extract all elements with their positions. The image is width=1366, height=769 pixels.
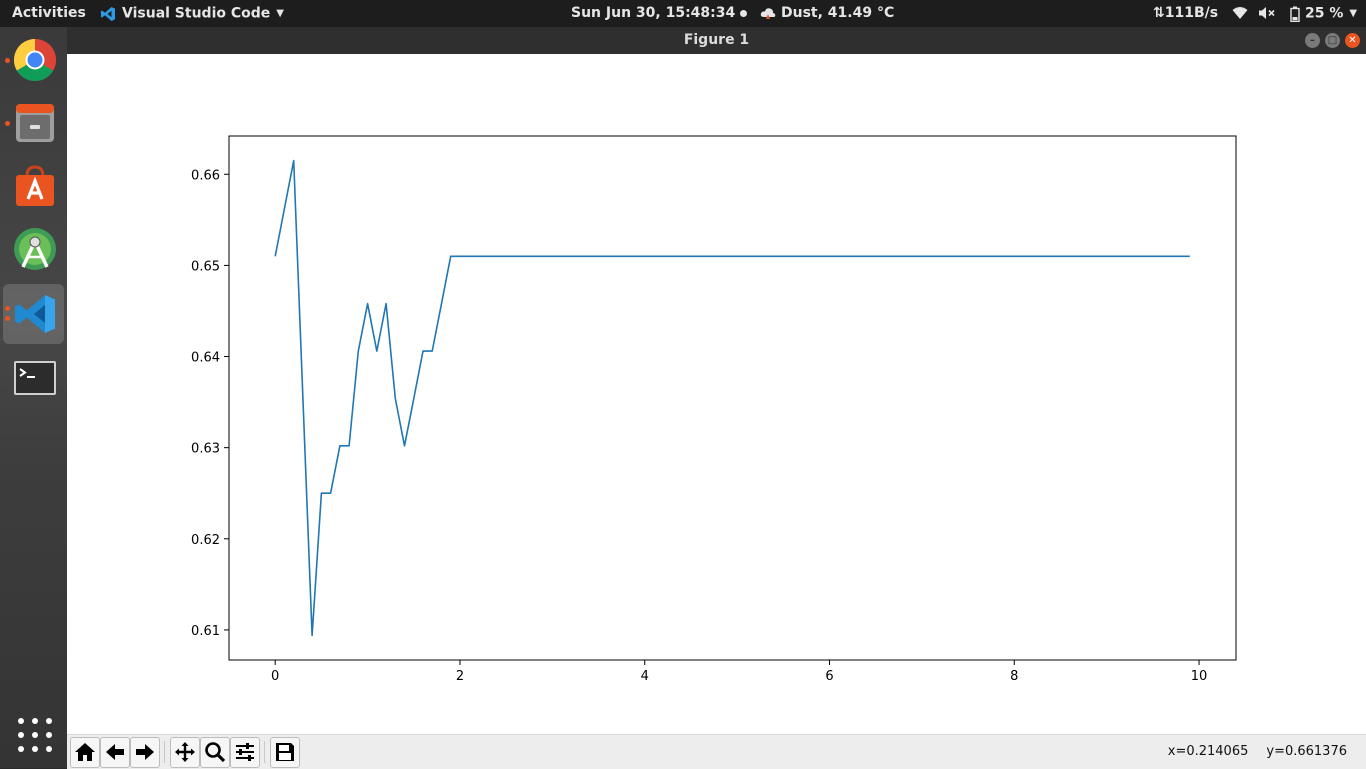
minimize-button[interactable]: – bbox=[1305, 33, 1320, 48]
y-tick-label: 0.65 bbox=[191, 259, 220, 274]
dock-item-chrome[interactable] bbox=[3, 30, 64, 90]
notification-dot-icon bbox=[740, 9, 748, 17]
zoom-button[interactable] bbox=[200, 737, 230, 768]
weather-indicator[interactable]: Dust, 41.49 °C bbox=[760, 0, 894, 27]
app-menu[interactable]: Visual Studio Code ▼ bbox=[100, 0, 284, 27]
wifi-icon bbox=[1232, 7, 1248, 19]
activities-button[interactable]: Activities bbox=[12, 5, 86, 21]
y-axis-ticks: 0.61 0.62 0.63 0.64 0.65 0.66 bbox=[191, 168, 229, 639]
battery-icon bbox=[1290, 6, 1300, 22]
close-icon: ✕ bbox=[1348, 35, 1357, 46]
weather-label: Dust, 41.49 °C bbox=[781, 5, 895, 21]
maximize-button[interactable]: □ bbox=[1325, 33, 1340, 48]
dock-item-vscode[interactable] bbox=[3, 284, 64, 344]
figure-canvas[interactable]: 0 2 4 6 8 10 0.61 0.62 0.63 0.64 0.65 0.66 bbox=[67, 54, 1366, 734]
forward-arrow-icon bbox=[136, 744, 154, 760]
home-icon bbox=[75, 743, 95, 761]
top-panel: Activities Visual Studio Code ▼ Sun Jun 3… bbox=[0, 0, 1366, 27]
cursor-coordinates: x=0.214065 y=0.661376 bbox=[1150, 735, 1347, 769]
system-indicators[interactable] bbox=[1232, 0, 1276, 27]
running-indicator bbox=[5, 316, 10, 321]
dock-item-android-studio[interactable] bbox=[3, 219, 64, 279]
back-arrow-icon bbox=[106, 744, 124, 760]
window-title: Figure 1 bbox=[683, 32, 750, 48]
vscode-small-icon bbox=[101, 6, 115, 21]
running-indicator bbox=[5, 58, 10, 63]
plot-area-frame bbox=[228, 135, 1237, 661]
zoom-icon bbox=[205, 742, 226, 763]
close-button[interactable]: ✕ bbox=[1345, 33, 1360, 48]
y-tick-label: 0.64 bbox=[191, 351, 220, 366]
x-tick-label: 8 bbox=[1010, 669, 1018, 684]
x-tick-label: 2 bbox=[456, 669, 464, 684]
pan-icon bbox=[175, 742, 195, 762]
file-cabinet-icon bbox=[16, 104, 54, 142]
configure-subplots-icon bbox=[236, 743, 254, 761]
chrome-icon bbox=[13, 38, 57, 82]
vscode-icon bbox=[15, 295, 55, 333]
minimize-icon: – bbox=[1310, 35, 1315, 46]
save-icon bbox=[276, 743, 294, 761]
running-indicator bbox=[5, 306, 10, 311]
pan-button[interactable] bbox=[170, 737, 200, 768]
save-button[interactable] bbox=[270, 737, 300, 768]
show-applications-button[interactable] bbox=[3, 705, 64, 765]
y-tick-label: 0.61 bbox=[191, 624, 220, 639]
toolbar-separator bbox=[264, 741, 265, 763]
app-menu-label: Visual Studio Code bbox=[122, 5, 271, 22]
y-tick-label: 0.63 bbox=[191, 442, 220, 457]
x-tick-label: 10 bbox=[1191, 669, 1208, 684]
matplotlib-toolbar: x=0.214065 y=0.661376 bbox=[67, 734, 1366, 769]
chevron-down-icon: ▼ bbox=[1349, 8, 1358, 19]
clock[interactable]: Sun Jun 30, 15:48:34 bbox=[571, 0, 748, 27]
weather-cloud-icon bbox=[760, 8, 776, 19]
x-axis-ticks: 0 2 4 6 8 10 bbox=[271, 660, 1207, 684]
dock-item-files[interactable] bbox=[3, 93, 64, 153]
software-bag-icon bbox=[16, 165, 54, 206]
configure-subplots-button[interactable] bbox=[230, 737, 260, 768]
home-button[interactable] bbox=[70, 737, 100, 768]
dock-item-software-center[interactable] bbox=[3, 156, 64, 216]
battery-label: 25 % bbox=[1305, 5, 1344, 22]
clock-label: Sun Jun 30, 15:48:34 bbox=[571, 5, 736, 21]
volume-muted-icon bbox=[1259, 7, 1275, 19]
forward-button[interactable] bbox=[130, 737, 160, 768]
x-tick-label: 6 bbox=[825, 669, 833, 684]
series-line bbox=[274, 159, 1190, 637]
grid-dots-icon bbox=[18, 718, 52, 752]
maximize-icon: □ bbox=[1327, 35, 1338, 46]
android-studio-icon bbox=[14, 228, 56, 270]
dock bbox=[0, 27, 67, 768]
y-tick-label: 0.66 bbox=[191, 168, 220, 183]
running-indicator bbox=[5, 121, 10, 126]
x-tick-label: 4 bbox=[641, 669, 649, 684]
back-button[interactable] bbox=[100, 737, 130, 768]
terminal-icon bbox=[14, 361, 56, 395]
network-speed[interactable]: ⇅111B/s bbox=[1153, 5, 1219, 21]
line-chart: 0 2 4 6 8 10 0.61 0.62 0.63 0.64 0.65 0.66 bbox=[191, 135, 1237, 684]
battery-indicator[interactable]: 25 % ▼ bbox=[1290, 0, 1357, 27]
window-titlebar[interactable]: Figure 1 – □ ✕ bbox=[67, 27, 1366, 54]
x-tick-label: 0 bbox=[271, 669, 279, 684]
chevron-down-icon: ▼ bbox=[276, 8, 284, 19]
toolbar-separator bbox=[164, 741, 165, 763]
coord-y: y=0.661376 bbox=[1266, 744, 1347, 759]
dock-item-terminal[interactable] bbox=[3, 348, 64, 408]
coord-x: x=0.214065 bbox=[1167, 744, 1249, 759]
y-tick-label: 0.62 bbox=[191, 533, 220, 548]
